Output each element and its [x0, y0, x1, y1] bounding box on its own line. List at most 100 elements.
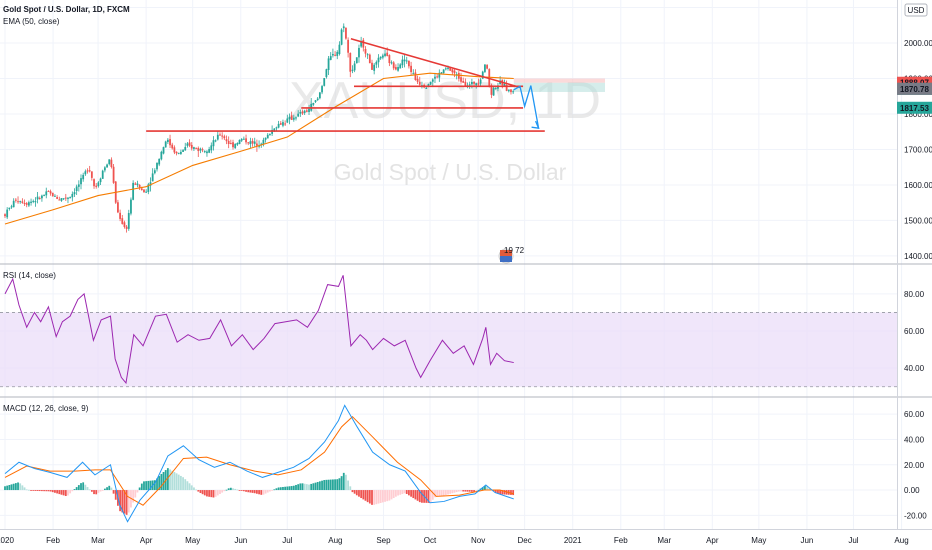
time-tick-label: Feb — [614, 536, 628, 545]
flag-badge-text: 19 72 — [504, 246, 525, 255]
candle-body — [193, 147, 195, 149]
candle-body — [99, 178, 102, 183]
macd-histogram-bar — [470, 490, 473, 492]
candle-body — [179, 151, 182, 154]
macd-histogram-bar — [282, 486, 284, 491]
symbol-title[interactable]: Gold Spot / U.S. Dollar, 1D, FXCM — [3, 5, 130, 14]
currency-badge-box[interactable] — [904, 3, 928, 17]
macd-histogram-bar — [136, 490, 139, 493]
macd-histogram-bar — [360, 490, 363, 499]
candle-body — [301, 111, 304, 114]
candle-body — [60, 198, 63, 201]
macd-histogram-bar — [510, 490, 512, 495]
macd-histogram-bar — [99, 490, 102, 492]
candle-body — [108, 159, 111, 165]
candle-body — [190, 144, 193, 149]
time-tick-label: Aug — [328, 536, 342, 545]
macd-histogram-bar — [6, 485, 9, 491]
candle-body — [86, 170, 89, 172]
flag-icon[interactable]: 19 72 — [498, 246, 525, 264]
macd-histogram-bar — [329, 479, 332, 491]
price-label-box — [897, 101, 932, 114]
macd-histogram-bar — [93, 490, 95, 495]
candle-body — [153, 170, 156, 174]
macd-histogram-bar — [353, 490, 356, 494]
macd-histogram-bar — [512, 490, 515, 496]
macd-histogram-bar — [436, 490, 439, 496]
candle-body — [444, 68, 447, 70]
risk-zone — [513, 78, 605, 83]
macd-histogram-bar — [262, 490, 265, 495]
macd-histogram-bar — [177, 474, 180, 491]
candle-body — [117, 202, 119, 213]
candle-body — [164, 141, 167, 148]
macd-histogram-bar — [403, 490, 406, 494]
candle-body — [379, 56, 382, 59]
macd-histogram-bar — [214, 490, 217, 497]
candle-body — [30, 201, 32, 203]
macd-histogram-bar — [14, 483, 17, 491]
candle-body — [199, 148, 202, 151]
candle-body — [418, 81, 421, 85]
descending-trendline[interactable] — [350, 38, 521, 89]
candle-body — [375, 61, 378, 65]
macd-histogram-bar — [229, 487, 232, 491]
macd-histogram-bar — [171, 470, 174, 491]
macd-pane — [4, 404, 515, 523]
macd-legend[interactable]: MACD (12, 26, close, 9) — [3, 404, 89, 413]
candle-body — [266, 134, 269, 139]
candle-body — [269, 134, 271, 136]
macd-histogram-bar — [414, 490, 417, 500]
rsi-legend[interactable]: RSI (14, close) — [3, 271, 56, 280]
macd-histogram-bar — [290, 486, 293, 491]
price-label-box — [897, 82, 932, 95]
candle-body — [290, 115, 293, 120]
currency-badge[interactable]: USD — [908, 6, 925, 15]
projection-path[interactable] — [513, 85, 540, 129]
time-axis[interactable]: 2020 Feb Mar Apr May Jun Jul Aug Sep Oct Nov Dec 202… — [0, 536, 909, 545]
candle-body — [34, 201, 37, 203]
candle-body — [431, 79, 434, 82]
time-tick-label: Jun — [234, 536, 247, 545]
macd-histogram-bar — [286, 486, 289, 491]
macd-histogram-bar — [364, 490, 367, 501]
macd-histogram-bar — [323, 480, 326, 491]
macd-histogram-bar — [195, 489, 197, 491]
candle-body — [334, 54, 336, 56]
candle-body — [401, 59, 404, 66]
candle-body — [162, 147, 165, 154]
macd-histogram-bar — [179, 475, 182, 491]
macd-histogram-bar — [8, 485, 11, 491]
macd-histogram-bar — [336, 479, 339, 491]
macd-histogram-bar — [340, 476, 343, 491]
candle-body — [249, 141, 252, 145]
macd-histogram-bar — [125, 490, 128, 515]
candle-body — [425, 87, 428, 89]
macd-histogram-bar — [418, 490, 421, 503]
candle-body — [295, 117, 297, 119]
candle-body — [158, 158, 161, 165]
macd-histogram-bar — [221, 490, 224, 493]
macd-histogram-bar — [312, 483, 315, 491]
candle-body — [17, 201, 19, 203]
macd-histogram-bar — [292, 485, 295, 491]
candle-body — [490, 85, 493, 95]
macd-histogram-bar — [156, 478, 158, 491]
macd-histogram-bar — [481, 487, 484, 491]
candle-body — [275, 127, 278, 129]
price-tick-label: 1800.00 — [904, 110, 932, 119]
macd-histogram-bar — [295, 484, 297, 491]
macd-histogram-bar — [377, 490, 380, 504]
ema-legend[interactable]: EMA (50, close) — [3, 17, 60, 26]
candle-body — [103, 167, 106, 171]
macd-histogram-bar — [188, 483, 191, 491]
candle-body — [14, 199, 17, 201]
candle-body — [284, 123, 287, 125]
macd-histogram-bar — [397, 490, 399, 496]
candle-body — [410, 65, 412, 73]
candle-body — [71, 193, 74, 198]
macd-histogram-bar — [484, 485, 486, 491]
candle-body — [390, 62, 393, 64]
candle-body — [329, 56, 332, 60]
